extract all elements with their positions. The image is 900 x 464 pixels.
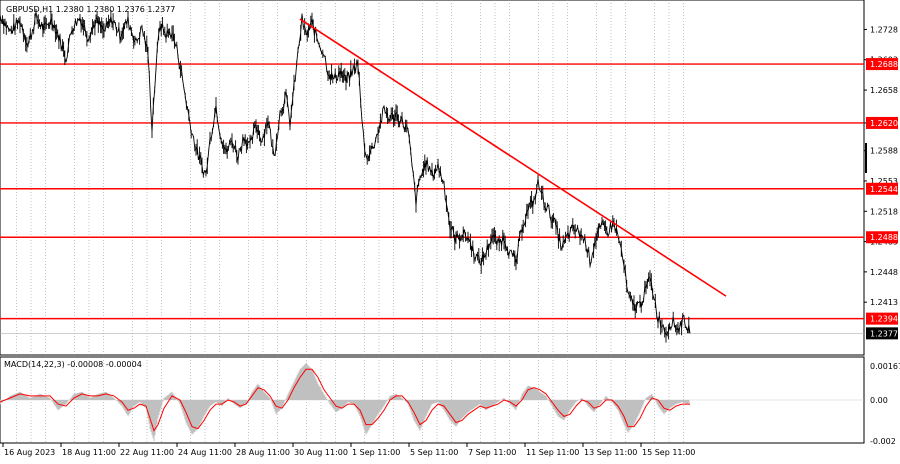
level-badge-label: 1.2688 xyxy=(870,60,898,69)
price-line xyxy=(0,9,691,343)
level-badge-label: 1.2544 xyxy=(870,185,898,194)
level-badge-label: 1.2488 xyxy=(870,233,898,242)
trendline-layer xyxy=(299,18,727,297)
x-tick-label: 18 Aug 11:00 xyxy=(62,448,116,457)
x-tick-label: 13 Sep 11:00 xyxy=(584,448,637,457)
current-price-label: 1.2377 xyxy=(870,329,898,338)
macd-y-tick-label: 0.00167 xyxy=(870,362,900,371)
macd-signal-line xyxy=(0,368,690,432)
y-tick-label: 1.2413 xyxy=(870,298,898,307)
level-badge xyxy=(866,312,898,325)
y-tick-label: 1.2588 xyxy=(870,147,898,156)
vertical-grid xyxy=(16,0,684,443)
chart-frame xyxy=(0,0,865,444)
y-tick-label: 1.2553 xyxy=(870,177,898,186)
price-series xyxy=(0,9,691,343)
macd-series xyxy=(0,363,864,441)
y-tick-label: 1.2518 xyxy=(870,207,898,216)
x-tick-label: 22 Aug 11:00 xyxy=(120,448,174,457)
y-axis: 1.27281.26931.26581.26201.25881.25531.25… xyxy=(864,25,900,446)
x-tick-label: 15 Sep 11:00 xyxy=(642,448,695,457)
level-badge xyxy=(866,116,898,129)
level-badge-label: 1.2620 xyxy=(870,119,898,128)
scroll-marker xyxy=(865,143,867,173)
y-tick-label: 1.2658 xyxy=(870,86,898,95)
x-axis: 16 Aug 2023 18 Aug 11:00 22 Aug 11:00 24 Au… xyxy=(2,443,695,457)
x-tick-label: 5 Sep 11:00 xyxy=(410,448,458,457)
level-badge xyxy=(866,231,898,244)
horizontal-levels xyxy=(0,63,864,334)
symbol-header: GBPUSD,H1 1.2380 1.2380 1.2376 1.2377 xyxy=(6,5,175,14)
level-badge xyxy=(866,58,898,71)
x-tick-label: 11 Sep 11:00 xyxy=(526,448,579,457)
x-tick-label: 1 Sep 11:00 xyxy=(352,448,400,457)
level-badge-label: 1.2394 xyxy=(870,315,898,324)
y-tick-label: 1.2448 xyxy=(870,268,898,277)
macd-y-tick-label: -0.002 xyxy=(870,437,896,446)
x-tick-label: 7 Sep 11:00 xyxy=(468,448,516,457)
x-tick-label: 30 Aug 11:00 xyxy=(294,448,348,457)
trendline[interactable] xyxy=(299,18,727,297)
macd-y-tick-label: 0.00 xyxy=(870,396,888,405)
level-badge xyxy=(866,182,898,195)
x-tick-label: 28 Aug 11:00 xyxy=(236,448,290,457)
main-panel-border xyxy=(0,0,865,356)
x-tick-label: 16 Aug 2023 xyxy=(4,448,55,457)
macd-header: MACD(14,22,3) -0.00008 -0.00004 xyxy=(4,360,142,369)
x-tick-label: 24 Aug 11:00 xyxy=(178,448,232,457)
current-price-badge xyxy=(866,327,898,340)
y-tick-label: 1.2728 xyxy=(870,25,898,34)
